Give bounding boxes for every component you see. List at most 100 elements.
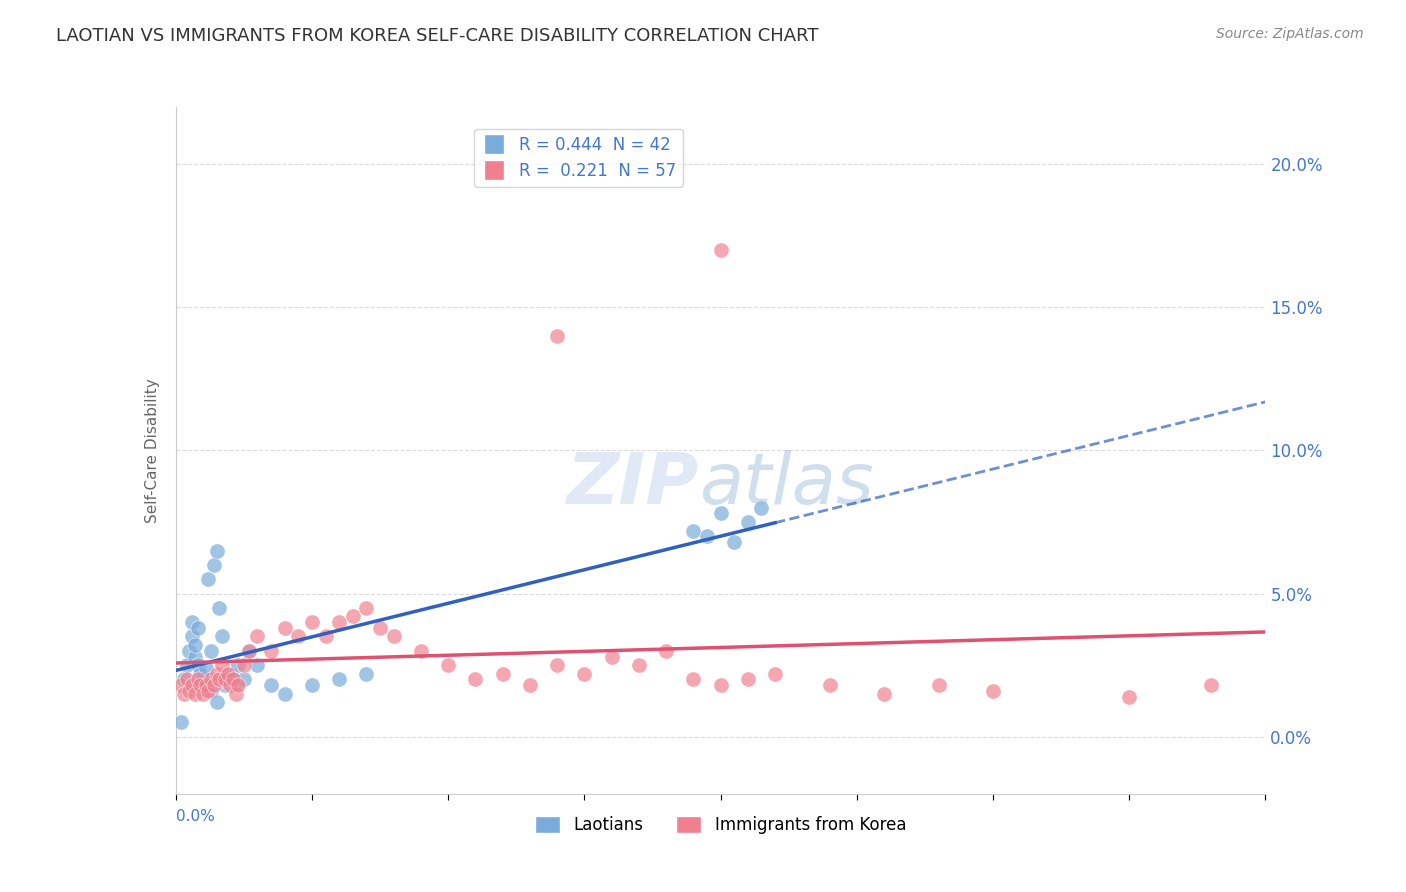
Point <box>260 644 283 658</box>
Point <box>170 678 193 692</box>
Point <box>208 673 231 687</box>
Point <box>723 535 745 549</box>
Point <box>186 658 209 673</box>
Point <box>225 687 247 701</box>
Y-axis label: Self-Care Disability: Self-Care Disability <box>145 378 160 523</box>
Point <box>222 673 245 687</box>
Point <box>181 678 204 692</box>
Point <box>219 666 242 681</box>
Text: atlas: atlas <box>699 450 873 519</box>
Point <box>197 572 219 586</box>
Point <box>211 630 233 644</box>
Point <box>228 678 250 692</box>
Point <box>600 649 623 664</box>
Point <box>873 687 896 701</box>
Point <box>382 630 405 644</box>
Point <box>315 630 337 644</box>
Point <box>710 243 733 257</box>
Point <box>225 678 247 692</box>
Point <box>200 644 222 658</box>
Point <box>176 673 198 687</box>
Point <box>246 658 269 673</box>
Point <box>710 678 733 692</box>
Text: 0.0%: 0.0% <box>176 809 215 824</box>
Point <box>228 658 250 673</box>
Point <box>546 329 568 343</box>
Point <box>546 658 568 673</box>
Point <box>205 543 228 558</box>
Point <box>191 687 214 701</box>
Point <box>751 500 773 515</box>
Point <box>219 678 242 692</box>
Point <box>260 678 283 692</box>
Point <box>194 661 217 675</box>
Point <box>1199 678 1222 692</box>
Point <box>437 658 460 673</box>
Point <box>181 630 204 644</box>
Point <box>197 683 219 698</box>
Point <box>763 666 786 681</box>
Point <box>238 644 260 658</box>
Point <box>181 615 204 630</box>
Point <box>202 558 225 572</box>
Point <box>818 678 841 692</box>
Point <box>519 678 541 692</box>
Point <box>1118 690 1140 704</box>
Point <box>981 683 1004 698</box>
Point <box>328 673 350 687</box>
Point <box>492 666 515 681</box>
Point <box>682 524 704 538</box>
Point <box>205 695 228 709</box>
Point <box>696 529 718 543</box>
Point <box>170 715 193 730</box>
Point <box>409 644 432 658</box>
Point <box>232 658 254 673</box>
Text: LAOTIAN VS IMMIGRANTS FROM KOREA SELF-CARE DISABILITY CORRELATION CHART: LAOTIAN VS IMMIGRANTS FROM KOREA SELF-CA… <box>56 27 818 45</box>
Point <box>179 644 201 658</box>
Point <box>274 687 297 701</box>
Point <box>301 678 323 692</box>
Point <box>194 678 217 692</box>
Point <box>287 630 309 644</box>
Point <box>186 673 209 687</box>
Point <box>342 609 364 624</box>
Point <box>179 683 201 698</box>
Point <box>464 673 486 687</box>
Point <box>200 673 222 687</box>
Legend: R = 0.444  N = 42, R =  0.221  N = 57: R = 0.444 N = 42, R = 0.221 N = 57 <box>474 129 683 186</box>
Point <box>737 673 759 687</box>
Point <box>200 683 222 698</box>
Point <box>205 666 228 681</box>
Point <box>173 673 195 687</box>
Point <box>246 630 269 644</box>
Point <box>214 678 236 692</box>
Point <box>214 673 236 687</box>
Point <box>274 621 297 635</box>
Point <box>186 621 209 635</box>
Point <box>301 615 323 630</box>
Point <box>710 507 733 521</box>
Point <box>232 673 254 687</box>
Point <box>188 678 211 692</box>
Point <box>356 600 378 615</box>
Point <box>211 658 233 673</box>
Text: ZIP: ZIP <box>567 450 699 519</box>
Point <box>184 649 207 664</box>
Point <box>222 673 245 687</box>
Point <box>184 638 207 652</box>
Point <box>238 644 260 658</box>
Point <box>928 678 950 692</box>
Point <box>184 687 207 701</box>
Point <box>191 678 214 692</box>
Point <box>191 673 214 687</box>
Point <box>368 621 391 635</box>
Point <box>217 666 239 681</box>
Point <box>176 658 198 673</box>
Point <box>356 666 378 681</box>
Point <box>208 600 231 615</box>
Point <box>217 673 239 687</box>
Point <box>173 687 195 701</box>
Point <box>627 658 650 673</box>
Point <box>202 678 225 692</box>
Point <box>188 666 211 681</box>
